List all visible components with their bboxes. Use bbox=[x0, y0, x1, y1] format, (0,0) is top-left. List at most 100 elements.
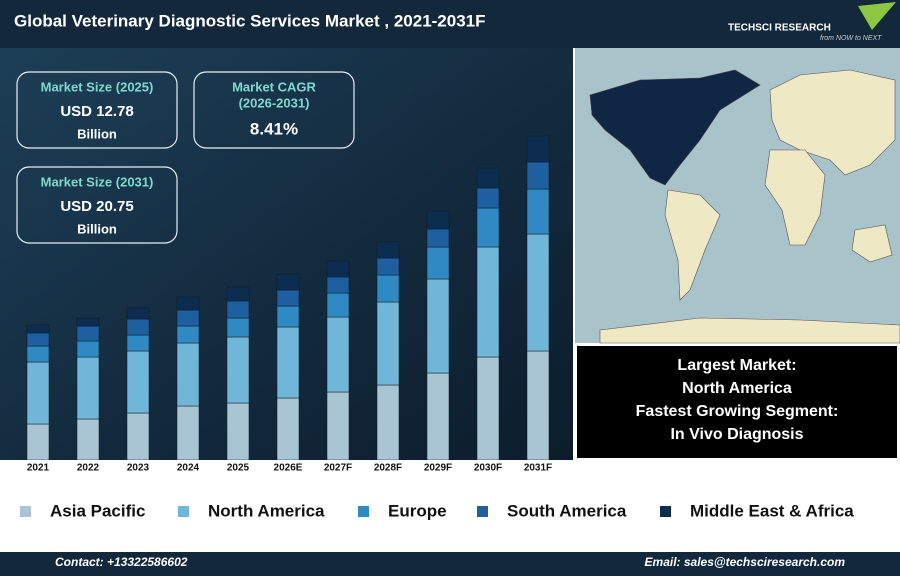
bar-segment bbox=[526, 233, 550, 352]
bar-segment bbox=[176, 296, 200, 311]
bar-segment bbox=[276, 305, 300, 328]
x-tick-label: 2030F bbox=[474, 463, 502, 474]
bar-segment bbox=[476, 246, 500, 358]
highlight-line: North America bbox=[682, 380, 792, 397]
bar-segment bbox=[426, 372, 450, 461]
bar-segment bbox=[326, 316, 350, 393]
bar-segment bbox=[376, 257, 400, 276]
bar-segment bbox=[76, 418, 100, 461]
legend-swatch bbox=[660, 506, 671, 517]
x-axis-band bbox=[0, 460, 573, 476]
kpi-box bbox=[16, 166, 178, 244]
bar-segment bbox=[126, 334, 150, 352]
kpi-value: USD 12.78 bbox=[60, 103, 133, 120]
bar-segment bbox=[376, 241, 400, 259]
x-tick-label: 2029F bbox=[424, 463, 452, 474]
bar-segment bbox=[26, 361, 50, 425]
bar-segment bbox=[276, 273, 300, 291]
bar-segment bbox=[476, 356, 500, 461]
kpi-boxes bbox=[16, 71, 355, 244]
bar-segment bbox=[326, 260, 350, 278]
bar-segment bbox=[526, 161, 550, 190]
x-tick-label: 2021 bbox=[27, 463, 50, 474]
chart-title: Global Veterinary Diagnostic Services Ma… bbox=[14, 11, 486, 30]
bar-segment bbox=[176, 405, 200, 461]
x-tick-label: 2023 bbox=[127, 463, 150, 474]
legend-swatch bbox=[358, 506, 369, 517]
logo-mark bbox=[858, 2, 896, 30]
x-tick-label: 2026E bbox=[274, 463, 303, 474]
kpi-label: (2026-2031) bbox=[239, 95, 310, 110]
legend: Asia Pacific North America Europe South Ame… bbox=[20, 501, 854, 520]
footer-contact: Contact: +13322586602 bbox=[55, 555, 188, 569]
bar-segment bbox=[126, 318, 150, 336]
legend-label: South America bbox=[507, 501, 627, 520]
bar-segment bbox=[476, 167, 500, 189]
bar-segment bbox=[126, 350, 150, 414]
logo-name: TECHSCI RESEARCH bbox=[728, 23, 831, 34]
highlight-line: Fastest Growing Segment: bbox=[636, 403, 839, 420]
bar-segment bbox=[426, 278, 450, 374]
bar-segment bbox=[76, 340, 100, 358]
kpi-unit: Billion bbox=[77, 221, 117, 236]
bar-segment bbox=[526, 135, 550, 163]
bar-segment bbox=[76, 356, 100, 420]
bar-segment bbox=[126, 412, 150, 461]
bar-segment bbox=[126, 307, 150, 320]
legend-label: North America bbox=[208, 501, 325, 520]
bar-segment bbox=[276, 326, 300, 399]
bar-segment bbox=[476, 207, 500, 248]
logo-tagline: from NOW to NEXT bbox=[820, 35, 882, 42]
legend-label: Middle East & Africa bbox=[690, 501, 854, 520]
bar-segment bbox=[476, 187, 500, 209]
highlight-box bbox=[575, 344, 899, 460]
bar-segment bbox=[326, 292, 350, 318]
bar-segment bbox=[176, 309, 200, 327]
x-tick-label: 2027F bbox=[324, 463, 352, 474]
legend-label: Europe bbox=[388, 501, 447, 520]
australia bbox=[851, 224, 893, 263]
eurasia bbox=[769, 69, 896, 176]
footer-band bbox=[0, 552, 900, 576]
footer-email: Email: sales@techsciresearch.com bbox=[645, 555, 846, 569]
bar-segment bbox=[226, 402, 250, 461]
x-tick-label: 2028F bbox=[374, 463, 402, 474]
bar-segment bbox=[376, 301, 400, 386]
bar-segment bbox=[276, 397, 300, 461]
kpi-box bbox=[16, 71, 178, 149]
bar-segment bbox=[276, 289, 300, 307]
bar-segment bbox=[326, 391, 350, 461]
bar-segment bbox=[76, 317, 100, 327]
legend-label: Asia Pacific bbox=[50, 501, 145, 520]
kpi-label: Market Size (2025) bbox=[41, 79, 154, 94]
highlights: Largest Market: North America Fastest Gr… bbox=[636, 357, 839, 443]
bar-segment bbox=[176, 342, 200, 407]
legend-swatch bbox=[178, 506, 189, 517]
kpi-texts: Market Size (2025) USD 12.78 Billion Mar… bbox=[41, 79, 317, 236]
x-tick-label: 2024 bbox=[177, 463, 200, 474]
bars: 2021 2022 2023 2024 2025 2026E 2027F 2028F 2029F… bbox=[0, 135, 573, 476]
bar-segment bbox=[26, 324, 50, 334]
bar-segment bbox=[226, 300, 250, 319]
bar-segment bbox=[526, 188, 550, 235]
south-america bbox=[664, 189, 721, 301]
kpi-label: Market Size (2031) bbox=[41, 174, 154, 189]
world-map bbox=[575, 48, 900, 344]
antarctica bbox=[599, 317, 900, 344]
bar-segment bbox=[226, 317, 250, 338]
x-tick-label: 2031F bbox=[524, 463, 552, 474]
bar-segment bbox=[226, 336, 250, 404]
x-tick-label: 2022 bbox=[77, 463, 100, 474]
kpi-box bbox=[193, 71, 355, 149]
highlight-line: Largest Market: bbox=[677, 357, 796, 374]
kpi-value: 8.41% bbox=[250, 119, 298, 138]
legend-swatch bbox=[477, 506, 488, 517]
highlight-line: In Vivo Diagnosis bbox=[670, 426, 803, 443]
bar-segment bbox=[426, 228, 450, 248]
bar-segment bbox=[76, 325, 100, 342]
bar-segment bbox=[176, 325, 200, 344]
legend-swatch bbox=[20, 506, 31, 517]
bar-segment bbox=[426, 246, 450, 280]
bar-segment bbox=[376, 274, 400, 303]
